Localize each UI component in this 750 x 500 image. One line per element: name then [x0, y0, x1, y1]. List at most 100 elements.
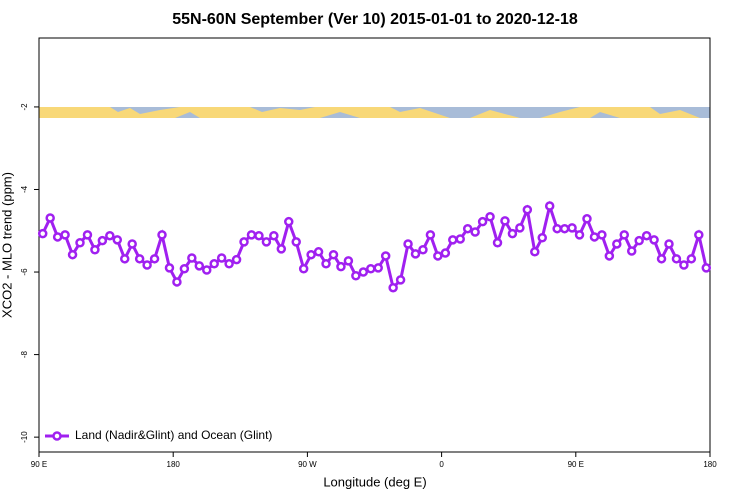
x-tick-label: 180	[703, 460, 717, 469]
data-point	[470, 227, 480, 237]
data-point	[425, 230, 436, 240]
data-point	[164, 263, 175, 273]
data-point	[269, 230, 279, 241]
data-point	[187, 253, 197, 263]
data-point	[552, 223, 562, 234]
data-point	[328, 249, 339, 260]
data-point	[448, 235, 458, 245]
data-point	[410, 249, 421, 259]
data-point	[626, 246, 637, 256]
x-axis-label: Longitude (deg E)	[323, 474, 426, 489]
data-point	[276, 244, 287, 254]
legend-marker	[52, 431, 62, 441]
data-point	[306, 249, 316, 260]
x-tick-label: 90 E	[568, 460, 584, 469]
data-point	[485, 211, 495, 222]
data-point	[604, 251, 615, 261]
data-point	[462, 223, 473, 234]
data-point	[418, 244, 428, 255]
data-point	[388, 282, 398, 293]
data-point	[321, 259, 331, 269]
data-point	[254, 230, 264, 241]
data-point	[530, 247, 540, 257]
data-point	[127, 239, 137, 249]
data-point	[209, 259, 219, 269]
data-point	[105, 230, 115, 241]
data-point	[134, 254, 145, 264]
data-point	[574, 230, 585, 240]
data-point	[522, 204, 533, 215]
data-point	[119, 254, 130, 264]
data-point	[284, 216, 294, 227]
data-point	[664, 239, 674, 249]
x-tick-label: 90 W	[298, 460, 317, 469]
data-point	[492, 237, 503, 248]
y-tick-label: -6	[20, 268, 29, 276]
data-point	[589, 232, 600, 242]
x-tick-label: 0	[439, 460, 444, 469]
data-point	[619, 230, 630, 240]
data-point	[216, 253, 227, 263]
data-point	[395, 275, 406, 285]
map-strip	[39, 107, 710, 118]
data-point	[60, 230, 70, 240]
data-point	[246, 230, 257, 240]
y-axis-label: XCO2 - MLO trend (ppm)	[0, 172, 14, 318]
data-point	[440, 248, 451, 258]
data-point	[172, 277, 182, 287]
data-point	[634, 235, 644, 246]
data-point	[313, 247, 324, 257]
data-point	[239, 237, 249, 247]
x-tick-label: 180	[167, 460, 181, 469]
plot-frame	[38, 37, 711, 453]
y-tick-label: -2	[20, 103, 29, 111]
data-point	[477, 216, 488, 227]
data-point	[671, 254, 682, 264]
data-point	[194, 261, 205, 271]
data-point	[507, 228, 518, 239]
data-point	[45, 213, 55, 223]
data-point	[373, 263, 383, 273]
data-point	[75, 237, 85, 248]
data-point	[515, 223, 525, 233]
data-point	[224, 259, 234, 269]
data-point	[82, 230, 93, 240]
data-point	[544, 201, 555, 211]
data-point	[231, 254, 242, 265]
data-point	[291, 237, 301, 247]
data-point	[597, 230, 607, 240]
series-line	[41, 200, 708, 291]
data-point	[351, 271, 361, 281]
data-point	[179, 263, 190, 274]
data-point	[202, 265, 212, 275]
data-point	[52, 232, 63, 242]
data-point	[157, 230, 167, 240]
data-point	[90, 244, 100, 255]
data-point	[366, 263, 376, 274]
data-point	[694, 230, 704, 240]
y-tick-label: -4	[20, 185, 29, 193]
data-point	[567, 223, 577, 233]
data-point	[298, 263, 309, 274]
data-point	[686, 254, 697, 264]
y-tick-label: -10	[20, 431, 29, 443]
y-tick-label: -8	[20, 350, 29, 358]
data-point	[67, 249, 78, 260]
data-point	[403, 239, 413, 249]
data-point	[142, 260, 152, 270]
legend-label: Land (Nadir&Glint) and Ocean (Glint)	[75, 428, 272, 442]
data-point	[261, 237, 272, 247]
data-point	[455, 234, 465, 244]
data-point	[149, 254, 160, 264]
data-point	[358, 267, 369, 277]
data-point	[679, 260, 689, 270]
data-point	[112, 235, 123, 245]
data-point	[612, 239, 622, 249]
x-tick-label: 90 E	[31, 460, 47, 469]
data-point	[433, 251, 443, 261]
data-point	[537, 233, 547, 243]
data-point	[336, 261, 346, 272]
data-point	[649, 235, 659, 245]
data-point	[641, 230, 652, 241]
